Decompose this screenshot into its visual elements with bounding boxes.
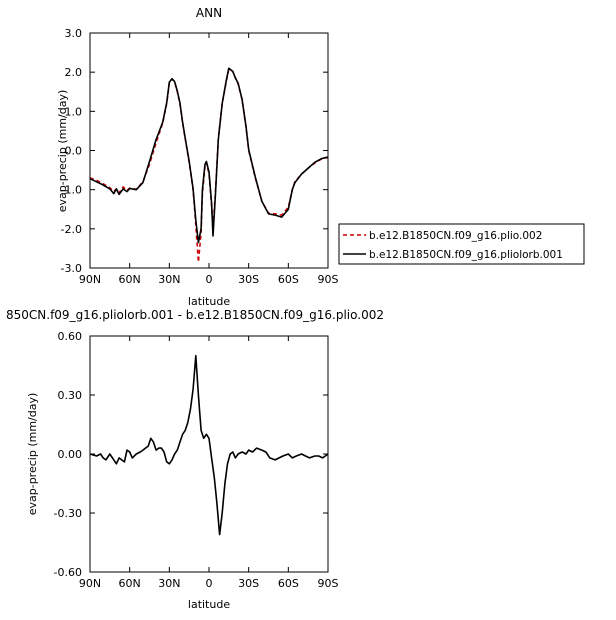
top-y-tick-label: 2.0 [65, 66, 83, 79]
top-x-tick-label: 30N [158, 273, 180, 286]
bottom-x-tick-label: 30S [238, 577, 259, 590]
legend-label-plio: b.e12.B1850CN.f09_g16.plio.002 [369, 230, 542, 242]
bottom-panel: 850CN.f09_g16.pliolorb.001 - b.e12.B1850… [6, 308, 384, 611]
legend-box [338, 223, 585, 265]
bottom-y-axis-label: evap-precip (mm/day) [26, 393, 39, 516]
bottom-series-line-0 [89, 354, 329, 536]
top-chart-title: ANN [196, 6, 222, 20]
top-x-tick-label: 60S [278, 273, 299, 286]
bottom-chart-title: 850CN.f09_g16.pliolorb.001 - b.e12.B1850… [6, 308, 384, 322]
bottom-y-tick-label: 0.30 [58, 389, 83, 402]
top-y-tick-label: 3.0 [65, 27, 83, 40]
top-x-tick-label: 90N [79, 273, 101, 286]
bottom-x-tick-label: 0 [206, 577, 213, 590]
bottom-x-tick-label: 90S [318, 577, 339, 590]
top-panel: ANN evap-precip (mm/day) latitude 90N 60N… [56, 6, 339, 308]
top-y-tick-label: -2.0 [61, 223, 82, 236]
bottom-y-tick-label: -0.60 [54, 566, 82, 579]
top-x-tick-label: 30S [238, 273, 259, 286]
bottom-x-tick-label: 60N [119, 577, 141, 590]
bottom-y-tick-label: -0.30 [54, 507, 82, 520]
legend-label-pliolorb: b.e12.B1850CN.f09_g16.pliolorb.001 [369, 249, 563, 261]
top-y-tick-label: -3.0 [61, 262, 82, 275]
bottom-y-tick-label: 0.60 [58, 330, 83, 343]
top-y-tick-label: 0.0 [65, 145, 83, 158]
bottom-x-axis-label: latitude [188, 598, 230, 611]
bottom-y-tick-label: 0.00 [58, 448, 83, 461]
top-y-tick-label: -1.0 [61, 184, 82, 197]
top-y-axis-label: evap-precip (mm/day) [56, 90, 69, 213]
bottom-plot-frame [89, 335, 329, 573]
bottom-x-tick-label: 60S [278, 577, 299, 590]
top-series-line-0 [89, 68, 329, 263]
top-plot-frame [89, 32, 329, 269]
bottom-x-tick-label: 30N [158, 577, 180, 590]
top-series-line-1 [89, 67, 329, 244]
top-x-axis-label: latitude [188, 295, 230, 308]
legend: b.e12.B1850CN.f09_g16.plio.002 b.e12.B18… [338, 223, 585, 265]
bottom-x-tick-label: 90N [79, 577, 101, 590]
top-x-tick-label: 90S [318, 273, 339, 286]
top-x-tick-label: 0 [206, 273, 213, 286]
top-x-tick-label: 60N [119, 273, 141, 286]
top-y-tick-label: 1.0 [65, 105, 83, 118]
